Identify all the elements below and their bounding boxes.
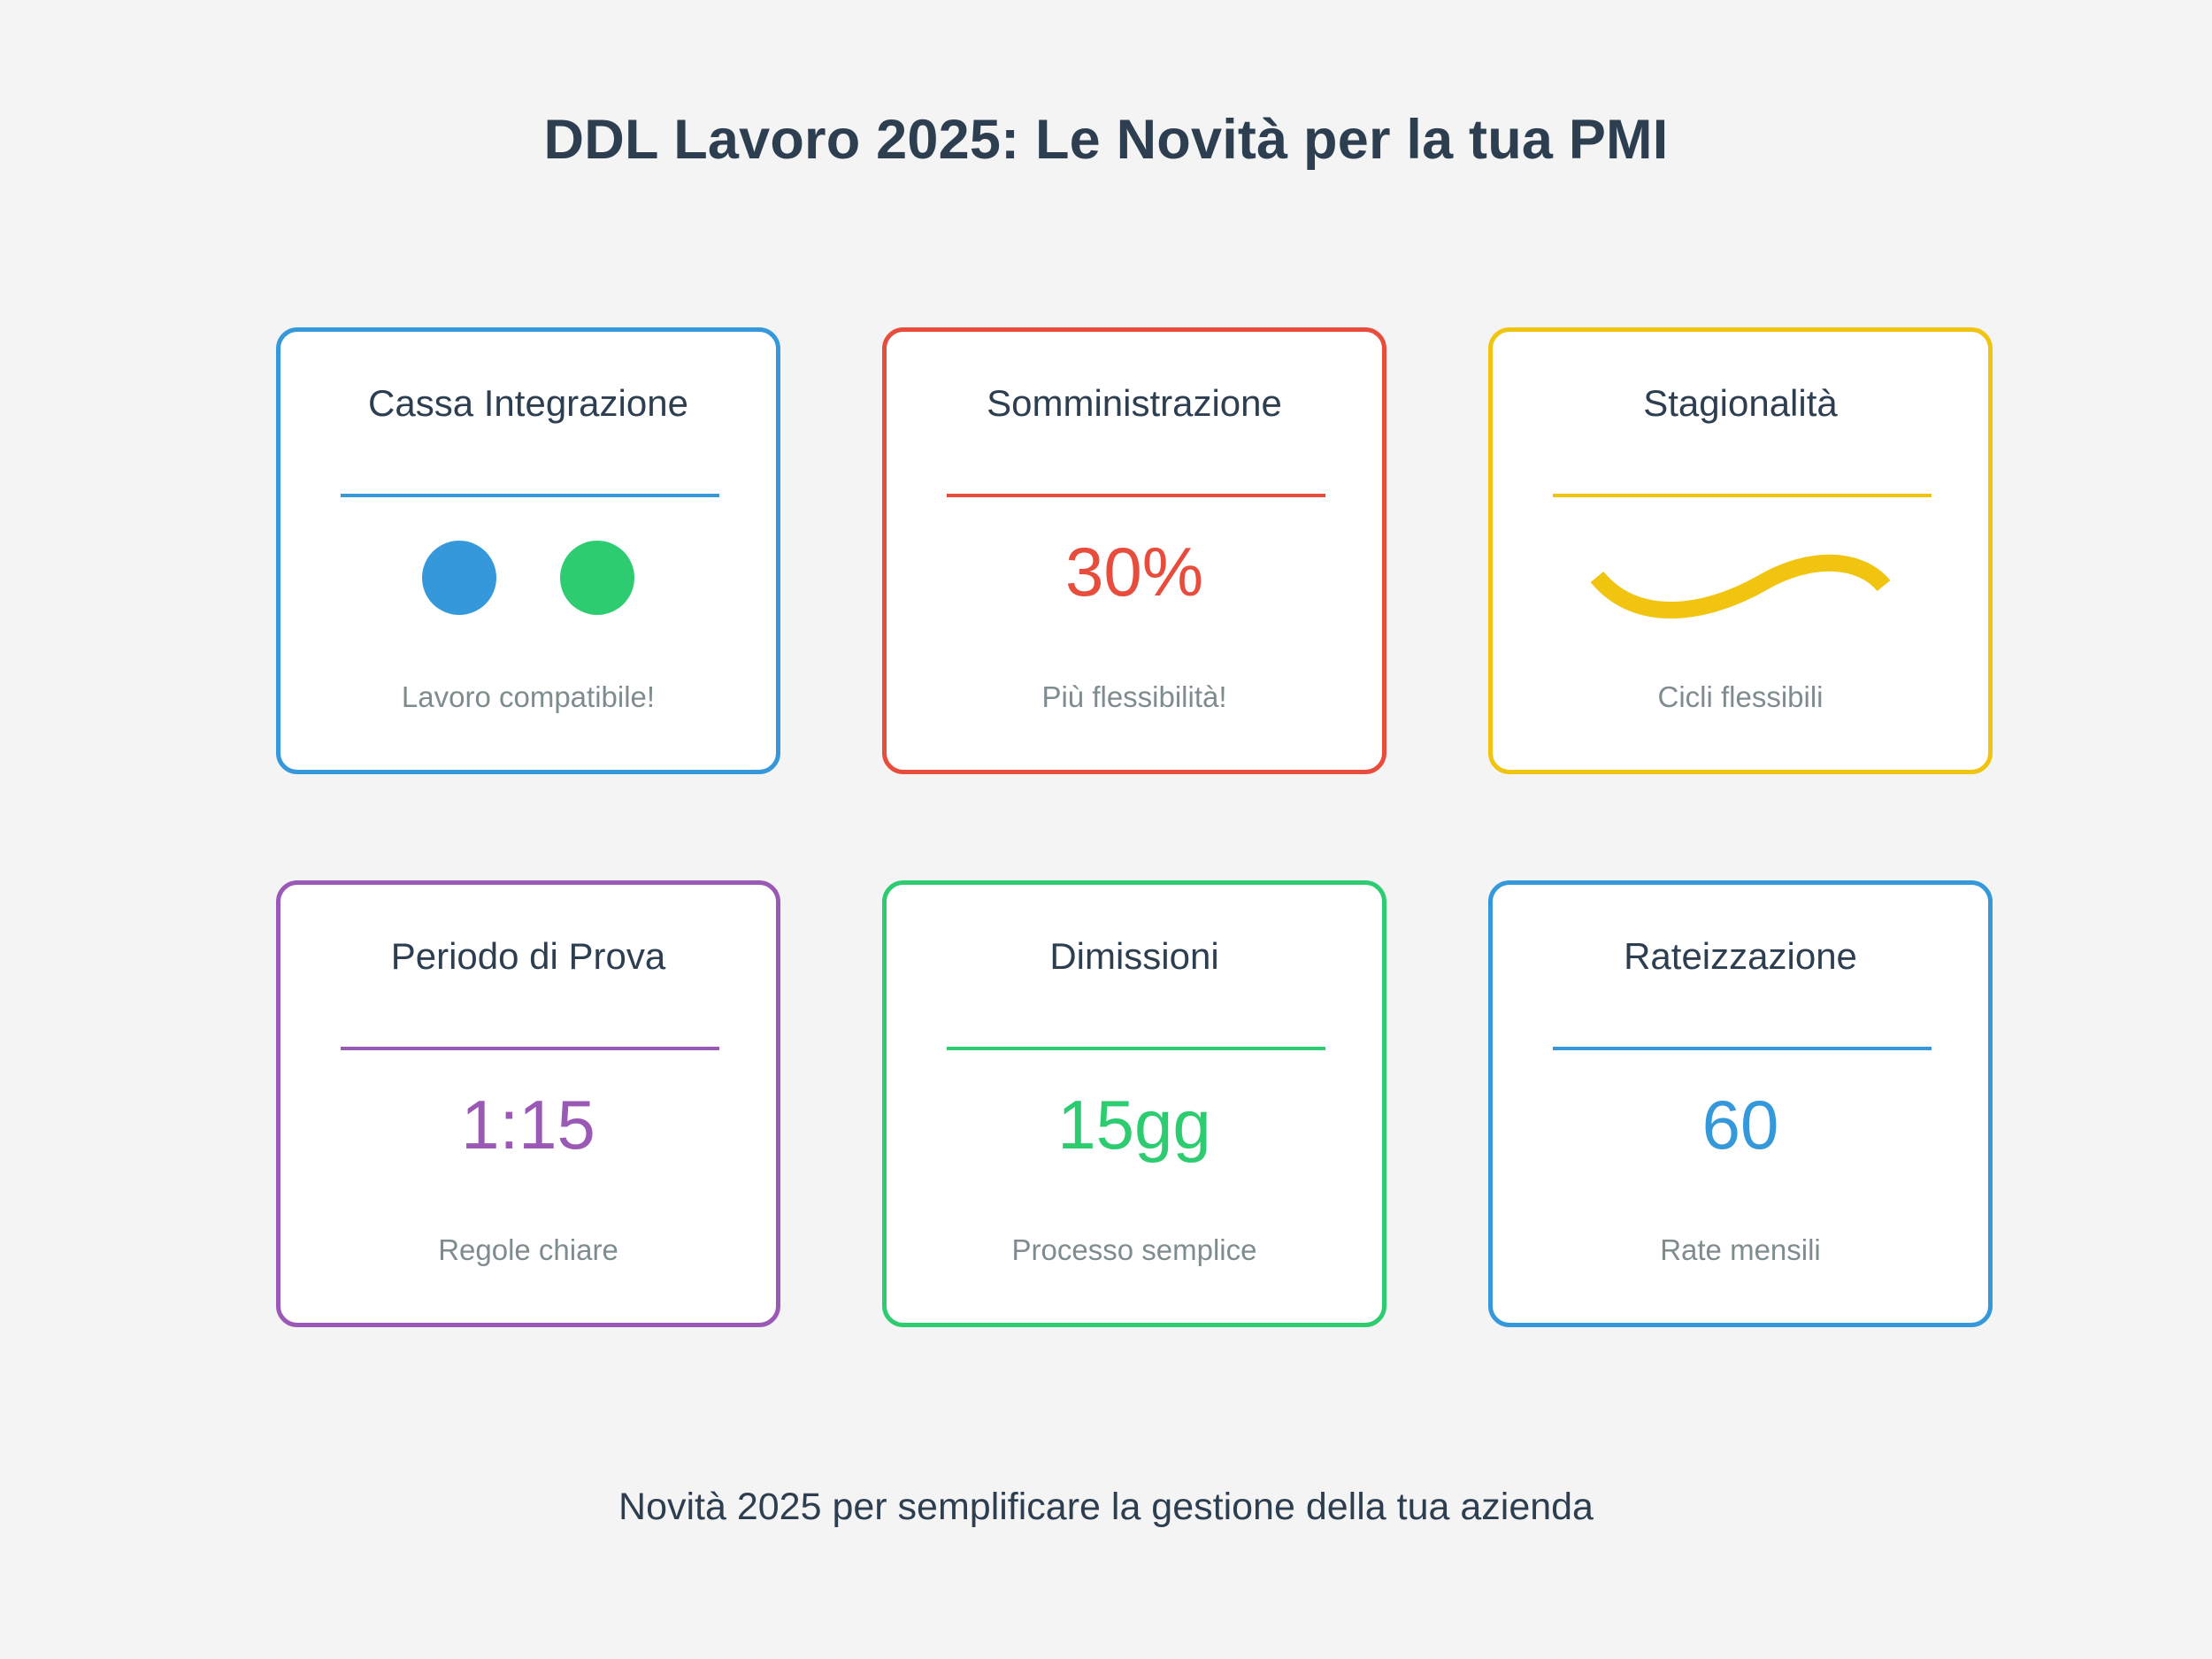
card-title: Periodo di Prova xyxy=(390,935,666,977)
card-dimissioni[interactable]: Dimissioni 15gg Processo semplice xyxy=(882,880,1386,1327)
card-somministrazione[interactable]: Somministrazione 30% Più flessibilità! xyxy=(882,327,1386,774)
card-divider xyxy=(341,494,719,497)
card-cassa-integrazione[interactable]: Cassa Integrazione Lavoro compatibile! xyxy=(276,327,780,774)
wave-icon xyxy=(1493,531,1988,637)
card-title: Dimissioni xyxy=(1049,935,1219,977)
two-circles-icon xyxy=(280,541,776,615)
card-caption: Rate mensili xyxy=(1660,1233,1821,1267)
card-divider xyxy=(1553,1047,1932,1050)
circle-blue-icon xyxy=(422,541,496,615)
page-title: DDL Lavoro 2025: Le Novità per la tua PM… xyxy=(543,109,1669,172)
footer-note: Novità 2025 per semplificare la gestione… xyxy=(618,1486,1594,1528)
card-title: Cassa Integrazione xyxy=(368,382,688,424)
card-value: 1:15 xyxy=(461,1086,595,1164)
card-caption: Più flessibilità! xyxy=(1041,680,1227,714)
card-value: 30% xyxy=(1064,533,1204,611)
card-caption: Regole chiare xyxy=(438,1233,618,1267)
card-title: Rateizzazione xyxy=(1624,935,1857,977)
card-divider xyxy=(947,1047,1325,1050)
card-rateizzazione[interactable]: Rateizzazione 60 Rate mensili xyxy=(1488,880,1993,1327)
card-caption: Cicli flessibili xyxy=(1657,680,1824,714)
card-divider xyxy=(1553,494,1932,497)
card-periodo-di-prova[interactable]: Periodo di Prova 1:15 Regole chiare xyxy=(276,880,780,1327)
card-caption: Processo semplice xyxy=(1011,1233,1257,1267)
card-divider xyxy=(341,1047,719,1050)
card-value: 60 xyxy=(1701,1086,1779,1164)
card-caption: Lavoro compatibile! xyxy=(401,680,656,714)
cards-grid: Cassa Integrazione Lavoro compatibile! S… xyxy=(276,327,1993,1327)
circle-green-icon xyxy=(560,541,634,615)
card-title: Somministrazione xyxy=(987,382,1282,424)
card-title: Stagionalità xyxy=(1643,382,1838,424)
card-stagionalita[interactable]: Stagionalità Cicli flessibili xyxy=(1488,327,1993,774)
card-divider xyxy=(947,494,1325,497)
card-value: 15gg xyxy=(1057,1086,1211,1164)
